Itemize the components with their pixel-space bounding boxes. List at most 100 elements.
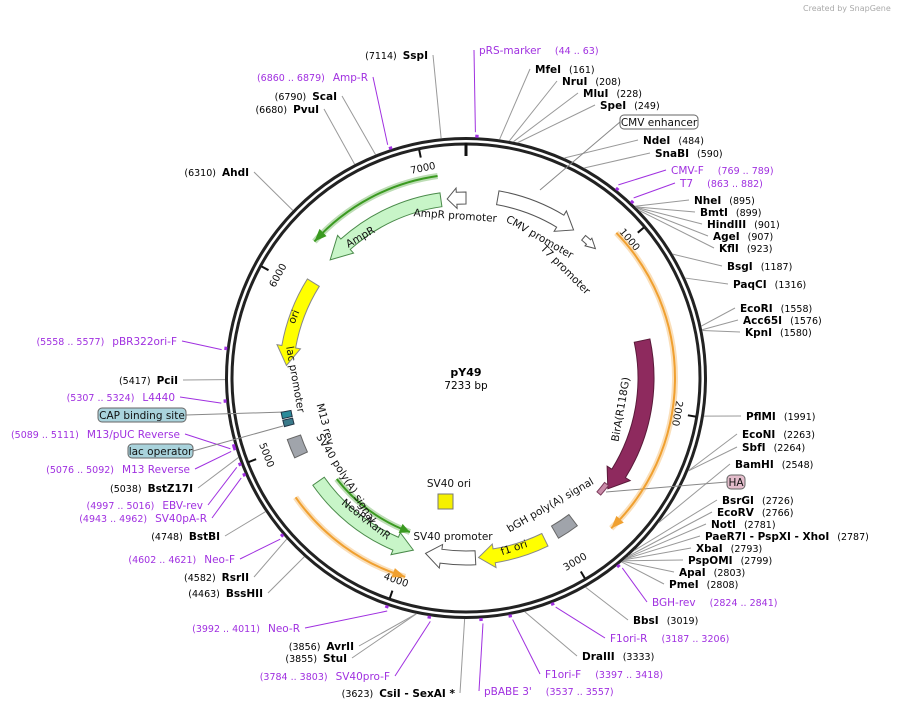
enzyme-site-snabi[interactable]: SnaBI (590) <box>655 148 723 160</box>
enzyme-site-ndei[interactable]: NdeI (484) <box>643 135 704 147</box>
lac-operator-mark[interactable] <box>282 417 295 428</box>
ring-outer <box>225 137 707 619</box>
leader-lines <box>179 49 742 694</box>
feature-box-lac-operator[interactable]: lac operator <box>127 443 194 459</box>
ampr-orf-arrow[interactable] <box>313 174 438 243</box>
enzyme-site-bsshii[interactable]: (4463) BssHII <box>188 588 263 600</box>
enzyme-site-paer7i[interactable]: PaeR7I - PspXI - XhoI (2787) <box>705 531 869 543</box>
sv40-promoter-arrow[interactable] <box>424 543 477 570</box>
primer-sv40pa-r[interactable]: (4943 .. 4962) SV40pA-R <box>79 513 207 525</box>
enzyme-site-bstz17i[interactable]: (5038) BstZ17I <box>110 483 193 495</box>
feature-label-ori[interactable]: ori <box>286 308 302 325</box>
enzyme-site-acc65i[interactable]: Acc65I (1576) <box>743 315 822 327</box>
bira-orf-arrow[interactable] <box>610 232 676 530</box>
enzyme-site-pflmi[interactable]: PflMI (1991) <box>746 411 815 423</box>
ori-arrow[interactable] <box>276 278 320 367</box>
primer-pbr322ori-f[interactable]: (5558 .. 5577) pBR322ori-F <box>36 336 177 348</box>
enzyme-site-bsrgi[interactable]: BsrGI (2726) <box>722 495 794 507</box>
primer-f1ori-r[interactable]: F1ori-R (3187 .. 3206) <box>610 633 729 645</box>
enzyme-site-nhei[interactable]: NheI (895) <box>694 195 755 207</box>
neor-arrow[interactable] <box>312 476 415 556</box>
primer-m13-reverse[interactable]: (5076 .. 5092) M13 Reverse <box>46 464 190 476</box>
enzyme-position: 208 <box>599 77 617 88</box>
primer-f1ori-f[interactable]: F1ori-F (3397 .. 3418) <box>545 669 663 681</box>
enzyme-site-pcii[interactable]: (5417) PciI <box>119 375 178 387</box>
ampr-promoter-arrow[interactable] <box>446 186 467 210</box>
enzyme-site-scai[interactable]: (6790) ScaI <box>275 91 337 103</box>
enzyme-name: SbfI <box>742 442 766 454</box>
primer-sv40pro-f[interactable]: (3784 .. 3803) SV40pro-F <box>260 671 390 683</box>
neor-orf-outer-arrow[interactable] <box>294 496 406 578</box>
feature-label-amp-promoter[interactable]: AmpR promoter <box>413 207 498 225</box>
primer-neo-f[interactable]: (4602 .. 4621) Neo-F <box>128 554 235 566</box>
enzyme-site-ahdi[interactable]: (6310) AhdI <box>184 167 249 179</box>
enzyme-site-ecori[interactable]: EcoRI (1558) <box>740 303 812 315</box>
enzyme-site-spei[interactable]: SpeI (249) <box>600 100 660 112</box>
leader-line <box>351 613 417 659</box>
feature-label-bgh[interactable]: bGH poly(A) signal <box>505 476 596 535</box>
primer-m13-puc-reverse[interactable]: (5089 .. 5111) M13/pUC Reverse <box>11 429 180 441</box>
enzyme-site-pmei[interactable]: PmeI (2808) <box>669 579 738 591</box>
enzyme-site-pvui[interactable]: (6680) PvuI <box>255 104 319 116</box>
sv40-polya-box[interactable] <box>286 434 309 459</box>
primer-neo-r[interactable]: (3992 .. 4011) Neo-R <box>192 623 300 635</box>
cmv-promoter-arrow[interactable] <box>495 190 575 232</box>
cap-site-mark[interactable] <box>280 409 293 420</box>
primer-cmv-f[interactable]: CMV-F (769 .. 789) <box>671 165 774 177</box>
bira-arrow[interactable] <box>606 338 655 490</box>
enzyme-site-bsgi[interactable]: BsgI (1187) <box>727 261 792 273</box>
feature-label-lac-promoter[interactable]: lac promoter <box>283 345 307 414</box>
enzyme-site-kpni[interactable]: KpnI (1580) <box>745 327 812 339</box>
enzyme-site-sspi[interactable]: (7114) SspI <box>365 50 428 62</box>
enzyme-site-pspomi[interactable]: PspOMI (2799) <box>688 555 772 567</box>
primer-bgh-rev[interactable]: BGH-rev (2824 .. 2841) <box>652 597 777 609</box>
enzyme-name: PspOMI <box>688 555 733 567</box>
enzyme-site-xbai[interactable]: XbaI (2793) <box>696 543 762 555</box>
primer-l4440[interactable]: (5307 .. 5324) L4440 <box>67 392 175 404</box>
ha-tag[interactable] <box>596 481 610 496</box>
feature-box-ha[interactable]: HA <box>726 474 746 490</box>
leader-line <box>239 538 281 560</box>
enzyme-site-mlui[interactable]: MluI (228) <box>583 88 642 100</box>
enzyme-site-bbsi[interactable]: BbsI (3019) <box>633 615 698 627</box>
enzyme-site-rsrii[interactable]: (4582) RsrII <box>184 572 249 584</box>
bgh-polya-box[interactable] <box>550 513 579 539</box>
enzyme-position: 2766 <box>766 508 790 519</box>
enzyme-site-econi[interactable]: EcoNI (2263) <box>742 429 815 441</box>
primer-prs-marker[interactable]: pRS-marker (44 .. 63) <box>479 45 599 57</box>
enzyme-site-draiii[interactable]: DraIII (3333) <box>582 651 654 663</box>
enzyme-site-sbfi[interactable]: SbfI (2264) <box>742 442 805 454</box>
ampr-arrow[interactable] <box>329 192 443 261</box>
sv40-ori-mark[interactable] <box>437 493 454 510</box>
enzyme-site-paqci[interactable]: PaqCI (1316) <box>733 279 806 291</box>
primer-t7[interactable]: T7 (863 .. 882) <box>679 178 763 190</box>
enzyme-site-apai[interactable]: ApaI (2803) <box>679 567 745 579</box>
feature-label-sv40-ori[interactable]: SV40 ori <box>427 478 471 490</box>
primer-ebv-rev[interactable]: (4997 .. 5016) EBV-rev <box>87 500 204 512</box>
enzyme-site-ecorv[interactable]: EcoRV (2766) <box>717 507 793 519</box>
enzyme-site-hindiii[interactable]: HindIII (901) <box>707 219 780 231</box>
enzyme-site-bmti[interactable]: BmtI (899) <box>700 207 761 219</box>
enzyme-site-csii[interactable]: (3623) CsiI - SexAI * <box>342 688 456 700</box>
enzyme-site-noti[interactable]: NotI (2781) <box>711 519 776 531</box>
enzyme-position: 161 <box>573 65 591 76</box>
enzyme-site-avrii[interactable]: (3856) AvrII <box>289 641 354 653</box>
enzyme-site-nrui[interactable]: NruI (208) <box>562 76 621 88</box>
primer-name: SV40pro-F <box>336 671 390 683</box>
t7-promoter-arrow[interactable] <box>580 234 597 250</box>
enzyme-site-bstbi[interactable]: (4748) BstBI <box>151 531 220 543</box>
leader-line <box>658 463 731 523</box>
primer-pbabe-3-[interactable]: pBABE 3' (3537 .. 3557) <box>484 686 614 698</box>
primer-amp-r[interactable]: (6860 .. 6879) Amp-R <box>257 72 368 84</box>
f1-ori-arrow[interactable] <box>477 532 549 569</box>
enzyme-site-bamhi[interactable]: BamHI (2548) <box>735 459 813 471</box>
enzyme-site-agei[interactable]: AgeI (907) <box>713 231 773 243</box>
feature-box-cmv-enhancer[interactable]: CMV enhancer <box>619 114 699 130</box>
feature-box-cap-binding-site[interactable]: CAP binding site <box>97 407 187 423</box>
leader-line <box>394 621 431 677</box>
enzyme-site-kfli[interactable]: KflI (923) <box>719 243 772 255</box>
enzyme-site-mfei[interactable]: MfeI (161) <box>535 64 595 76</box>
feature-label-sv40-promoter[interactable]: SV40 promoter <box>413 531 493 543</box>
enzyme-site-stui[interactable]: (3855) StuI <box>285 653 347 665</box>
feature-box-bg <box>726 474 746 490</box>
